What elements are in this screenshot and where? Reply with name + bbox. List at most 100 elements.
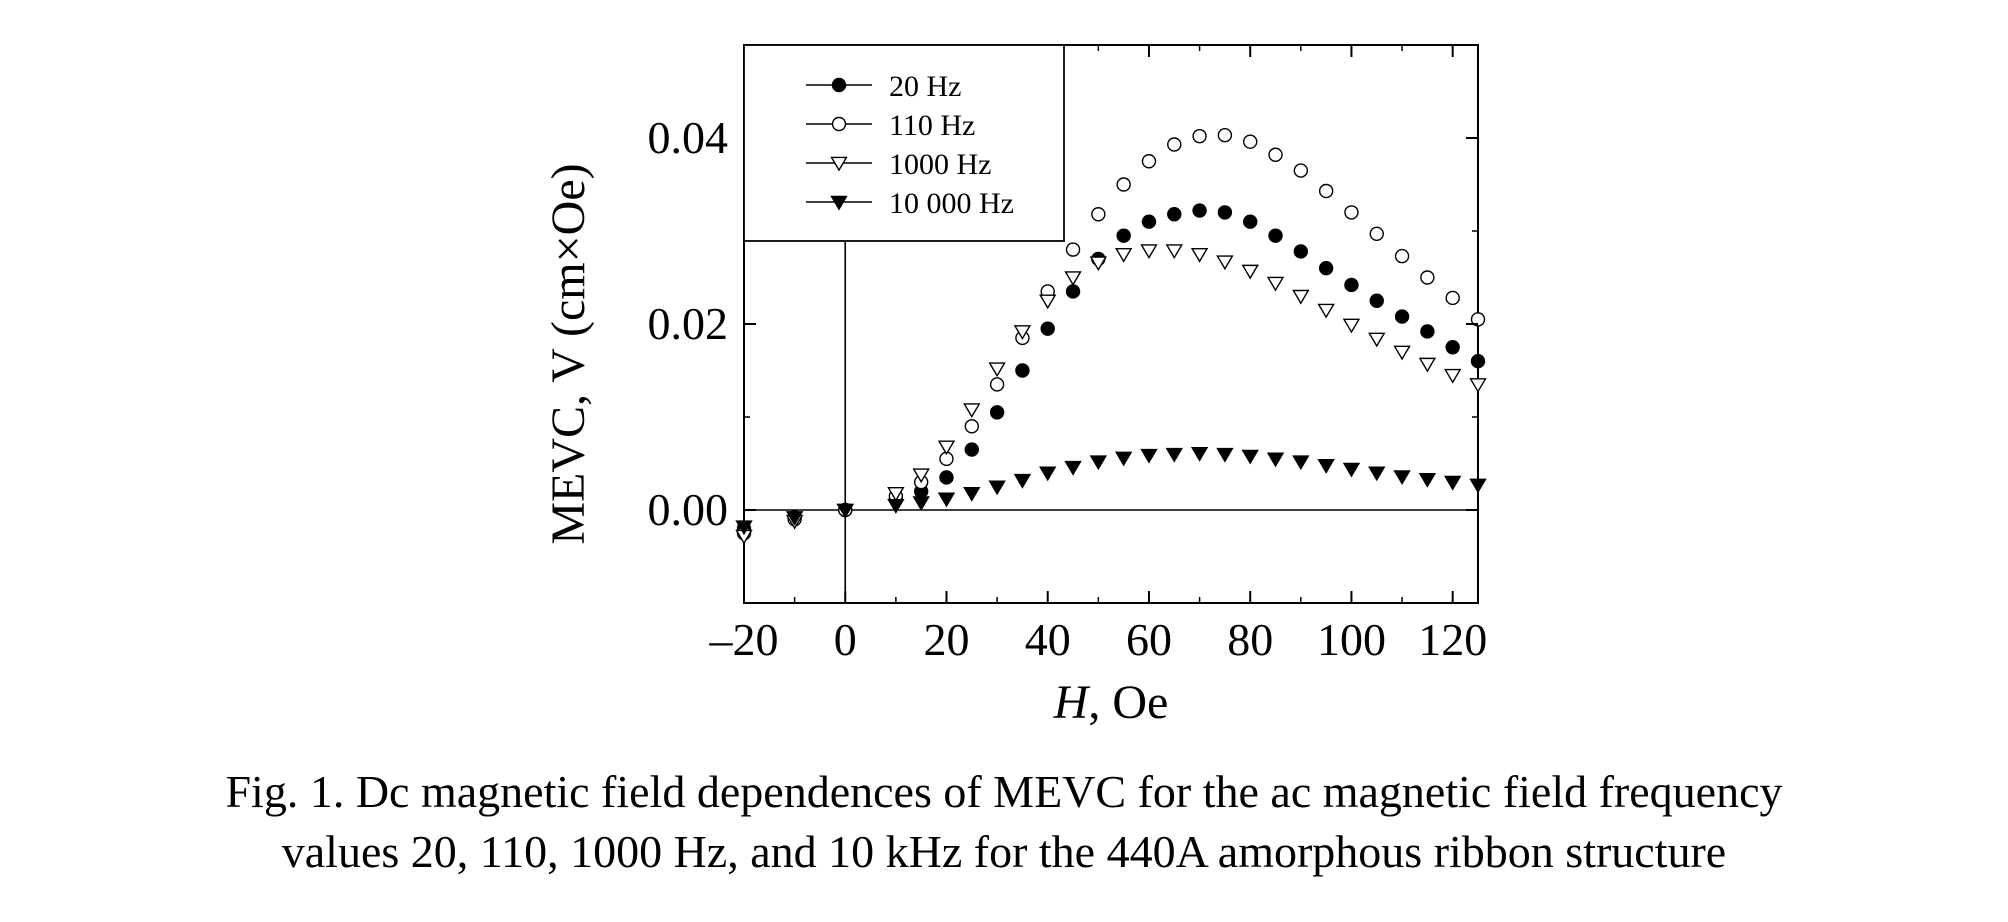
- data-point: [912, 496, 930, 512]
- mevc-chart: –20 0 20 40 60 80 100 120 0.00 0.02 0.04 H, Oe MEVC,…: [542, 44, 1487, 729]
- x-tick-label: 0: [834, 614, 857, 665]
- data-point: [1470, 312, 1486, 327]
- data-point: [1369, 226, 1384, 241]
- data-point: [1469, 378, 1487, 393]
- series-1000hz: [735, 244, 1487, 545]
- data-point: [1140, 448, 1158, 464]
- legend-item: 110 Hz: [806, 109, 975, 142]
- data-point: [1190, 446, 1209, 462]
- data-point: [1167, 137, 1182, 152]
- data-point: [1216, 255, 1234, 271]
- y-tick-label: 0.02: [648, 298, 729, 349]
- data-point: [989, 377, 1005, 392]
- data-point: [1064, 271, 1082, 286]
- data-point: [1013, 325, 1032, 340]
- data-point: [1040, 321, 1055, 336]
- data-point: [1369, 293, 1384, 308]
- data-point: [1165, 244, 1183, 260]
- data-point: [1268, 147, 1283, 162]
- data-point: [1470, 354, 1486, 369]
- data-point: [1393, 345, 1411, 361]
- data-point: [1165, 447, 1183, 463]
- data-point: [887, 499, 905, 514]
- y-tick-label: 0.04: [648, 112, 729, 163]
- series-10000hz: [735, 446, 1487, 536]
- data-point: [1342, 462, 1361, 478]
- legend-box: [743, 44, 1065, 242]
- data-point: [1065, 242, 1081, 257]
- data-point: [1241, 449, 1259, 465]
- data-point: [1039, 466, 1057, 482]
- data-point: [1318, 261, 1334, 276]
- legend: 20 Hz 110 Hz 1000 Hz 10 000 Hz: [743, 44, 1065, 242]
- x-axis-label-symbol: H: [1053, 676, 1091, 729]
- data-point: [1344, 205, 1359, 220]
- data-point: [1344, 277, 1359, 293]
- x-tick-label: 80: [1227, 614, 1273, 665]
- y-axis-label: MEVC, V (cm×Oe): [542, 163, 595, 544]
- x-tick-label: 100: [1317, 614, 1386, 665]
- data-point: [1089, 455, 1108, 471]
- data-point: [1266, 276, 1285, 292]
- data-point: [1293, 163, 1309, 178]
- data-point: [988, 480, 1006, 496]
- data-point: [1116, 177, 1131, 192]
- data-point: [1318, 183, 1334, 199]
- data-point: [1243, 134, 1258, 149]
- data-point: [1443, 475, 1462, 491]
- data-point: [1065, 284, 1081, 299]
- data-point: [1394, 248, 1410, 264]
- data-point: [1342, 318, 1361, 334]
- series-layer: [735, 128, 1487, 545]
- data-point: [1317, 459, 1335, 474]
- legend-marker: [831, 116, 847, 132]
- data-point: [1266, 452, 1285, 468]
- data-point: [1293, 244, 1309, 259]
- data-point: [1217, 128, 1233, 143]
- data-point: [1368, 466, 1386, 482]
- series-20hz: [736, 203, 1486, 536]
- x-tick-label: 40: [1025, 614, 1071, 665]
- data-point: [1418, 473, 1437, 488]
- data-point: [937, 440, 956, 456]
- data-point: [1317, 303, 1335, 319]
- data-point: [1445, 290, 1460, 306]
- x-axis-label: H, Oe: [1053, 676, 1169, 729]
- data-point: [1217, 205, 1233, 220]
- legend-label: 1000 Hz: [889, 148, 991, 181]
- data-point: [836, 503, 854, 519]
- legend-label: 110 Hz: [889, 109, 975, 142]
- data-point: [1089, 256, 1108, 272]
- data-point: [988, 362, 1006, 378]
- legend-item: 10 000 Hz: [806, 187, 1014, 220]
- data-point: [964, 419, 979, 434]
- legend-marker: [830, 195, 848, 211]
- data-point: [1013, 473, 1032, 489]
- data-point: [1114, 451, 1133, 467]
- data-point: [1420, 270, 1435, 285]
- data-point: [1141, 154, 1157, 169]
- data-point: [785, 511, 804, 526]
- legend-label: 10 000 Hz: [889, 187, 1014, 220]
- data-point: [887, 486, 905, 502]
- legend-item: 1000 Hz: [806, 148, 991, 181]
- data-point: [1015, 363, 1030, 378]
- x-tick-label: –20: [709, 614, 779, 665]
- data-point: [1292, 289, 1310, 305]
- legend-label: 20 Hz: [889, 70, 961, 103]
- data-point: [1192, 203, 1207, 218]
- data-point: [1039, 294, 1057, 310]
- data-point: [963, 403, 981, 419]
- data-point: [1140, 244, 1158, 260]
- data-point: [1394, 309, 1410, 324]
- x-tick-label: 60: [1126, 614, 1172, 665]
- legend-marker: [831, 77, 847, 93]
- data-point: [1064, 460, 1082, 476]
- legend-marker: [830, 156, 848, 172]
- data-point: [1268, 228, 1283, 243]
- x-tick-label: 20: [923, 614, 969, 665]
- data-point: [1167, 207, 1182, 222]
- data-point: [1469, 478, 1487, 494]
- x-tick-label: 120: [1418, 614, 1487, 665]
- legend-item: 20 Hz: [806, 70, 961, 103]
